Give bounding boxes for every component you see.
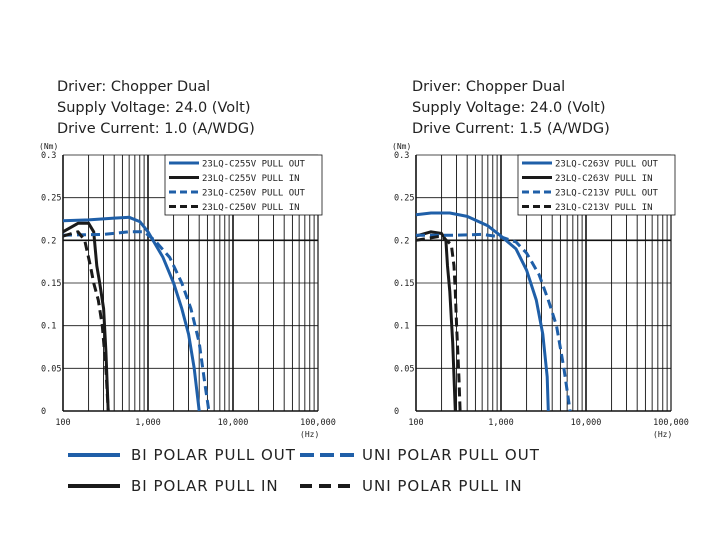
series-line — [415, 211, 550, 412]
y-tick-label: 0.15 — [394, 279, 414, 289]
header-drive-current: Drive Current: 1.5 (A/WDG) — [412, 121, 610, 137]
y-tick-label: 0.25 — [394, 194, 414, 204]
legend-label: 23LQ-C250V PULL OUT — [202, 189, 306, 199]
legend-label: 23LQ-C250V PULL IN — [202, 203, 300, 213]
legend-label: 23LQ-C213V PULL OUT — [555, 189, 659, 199]
x-tick-label: 100 — [55, 418, 70, 428]
x-tick-label: 1,000 — [135, 418, 161, 428]
series-line — [415, 230, 457, 412]
legend-label: 23LQ-C255V PULL IN — [202, 174, 300, 184]
chart-right: 0 0.05 0.1 0.15 0.2 0.25 0.3 100 1,000 10,000 100,… — [392, 142, 689, 439]
x-tick-label: 10,000 — [571, 418, 602, 428]
y-tick-label: 0.3 — [41, 151, 56, 161]
y-tick-label: 0.1 — [394, 322, 409, 332]
x-tick-label: 100,000 — [300, 418, 336, 428]
chart-header-right: Driver: Chopper Dual Supply Voltage: 24.… — [412, 77, 610, 140]
y-tick-label: 0.3 — [394, 151, 409, 161]
y-tick-label: 0 — [41, 407, 46, 417]
x-tick-label: 100 — [408, 418, 423, 428]
x-tick-label: 1,000 — [488, 418, 514, 428]
y-tick-label: 0 — [394, 407, 399, 417]
x-axis-unit: (Hz) — [653, 430, 672, 439]
series-line — [62, 215, 201, 412]
legend-label: 23LQ-C263V PULL OUT — [555, 160, 659, 170]
chart-legend: 23LQ-C263V PULL OUT 23LQ-C263V PULL IN 23L… — [517, 154, 676, 216]
header-supply-voltage: Supply Voltage: 24.0 (Volt) — [412, 100, 606, 116]
chart-left: 0 0.05 0.1 0.15 0.2 0.25 0.3 100 1,000 10,000 100,… — [39, 142, 336, 439]
chart-legend: 23LQ-C255V PULL OUT 23LQ-C255V PULL IN 23L… — [164, 154, 323, 216]
header-driver: Driver: Chopper Dual — [57, 79, 211, 95]
legend-label: 23LQ-C213V PULL IN — [555, 203, 653, 213]
series-line — [416, 232, 572, 412]
y-axis-unit: (Nm) — [392, 142, 411, 151]
grid — [62, 154, 319, 412]
series-line — [62, 221, 110, 412]
header-drive-current: Drive Current: 1.0 (A/WDG) — [57, 121, 255, 137]
y-tick-label: 0.1 — [41, 322, 56, 332]
header-supply-voltage: Supply Voltage: 24.0 (Volt) — [57, 100, 251, 116]
y-tick-label: 0.05 — [394, 364, 414, 374]
x-tick-label: 10,000 — [218, 418, 249, 428]
legend-label: 23LQ-C263V PULL IN — [555, 174, 653, 184]
y-axis-unit: (Nm) — [39, 142, 58, 151]
chart-header-left: Driver: Chopper Dual Supply Voltage: 24.… — [57, 77, 255, 140]
x-axis-unit: (Hz) — [300, 430, 319, 439]
y-tick-label: 0.2 — [394, 236, 409, 246]
x-tick-label: 100,000 — [653, 418, 689, 428]
y-tick-label: 0.25 — [41, 194, 61, 204]
y-tick-label: 0.2 — [41, 236, 56, 246]
series-line — [62, 230, 110, 412]
y-tick-label: 0.15 — [41, 279, 61, 289]
series-line — [62, 230, 211, 412]
y-tick-label: 0.05 — [41, 364, 61, 374]
legend-label: 23LQ-C255V PULL OUT — [202, 160, 306, 170]
series-line — [415, 234, 462, 412]
header-driver: Driver: Chopper Dual — [412, 79, 566, 95]
